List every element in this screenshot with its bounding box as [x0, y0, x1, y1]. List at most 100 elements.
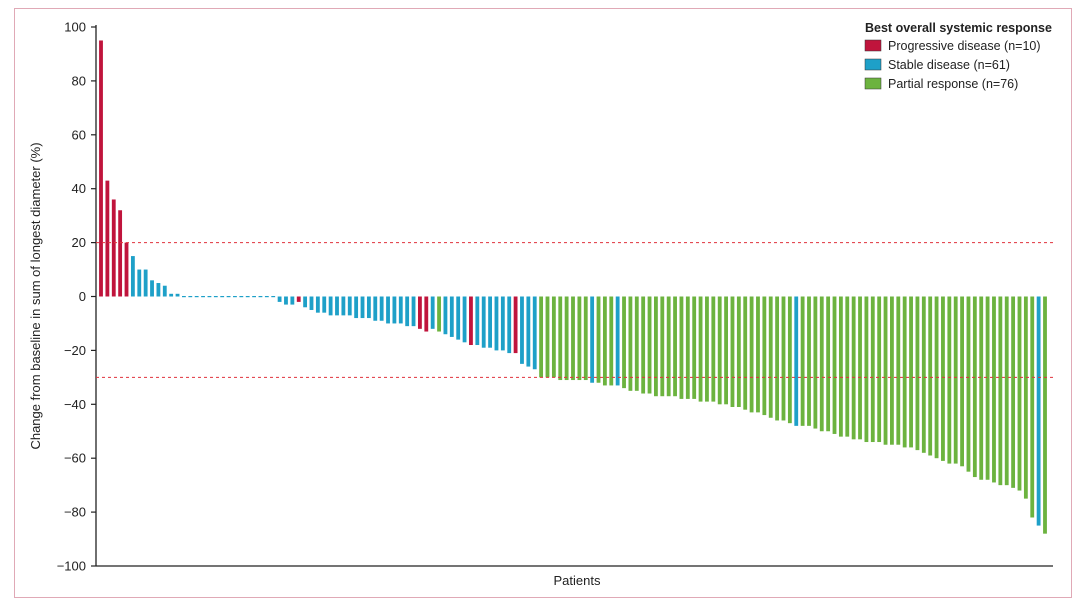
- y-tick-label: 40: [72, 181, 86, 196]
- bar: [551, 296, 556, 378]
- bar: [596, 296, 601, 383]
- legend-swatch-progressive: [864, 39, 882, 52]
- bar: [424, 296, 429, 332]
- bar: [717, 296, 722, 405]
- bar: [571, 296, 575, 381]
- bar: [354, 296, 359, 319]
- bar-zero: [207, 296, 212, 298]
- bar: [705, 296, 709, 402]
- bar-zero: [201, 296, 205, 298]
- bar: [851, 296, 856, 440]
- bar: [998, 296, 1003, 486]
- bar: [137, 269, 142, 297]
- bar: [392, 296, 397, 324]
- bar: [698, 296, 703, 402]
- bar: [315, 296, 320, 313]
- legend-title: Best overall systemic response: [865, 21, 1052, 35]
- bar: [296, 296, 301, 302]
- bar: [877, 296, 882, 443]
- legend: Best overall systemic response Progressi…: [864, 21, 1052, 91]
- bar: [615, 296, 620, 386]
- bar: [564, 296, 569, 381]
- legend-label-stable: Stable disease (n=61): [888, 58, 1010, 72]
- bar: [870, 296, 875, 443]
- bar: [960, 296, 964, 467]
- bar: [379, 296, 384, 321]
- bar: [1036, 296, 1041, 526]
- bar-zero: [220, 296, 225, 298]
- bar: [481, 296, 486, 348]
- bar: [590, 296, 595, 383]
- bar: [430, 296, 435, 329]
- bar: [558, 296, 563, 381]
- bar: [679, 296, 684, 399]
- bar: [405, 296, 410, 327]
- bar: [794, 296, 799, 426]
- legend-label-partial: Partial response (n=76): [888, 77, 1018, 91]
- bar: [883, 296, 888, 445]
- bar: [347, 296, 352, 316]
- legend-swatch-partial: [864, 77, 882, 90]
- bar: [775, 296, 780, 421]
- bar: [979, 296, 984, 480]
- bar: [749, 296, 754, 413]
- bar: [507, 296, 512, 354]
- bar: [756, 296, 760, 413]
- bar: [609, 296, 614, 386]
- bar: [768, 296, 773, 418]
- bar: [500, 296, 505, 351]
- y-tick-label: 80: [72, 73, 86, 88]
- bar: [386, 296, 390, 324]
- bar: [896, 296, 901, 445]
- y-tick-label: −80: [64, 505, 86, 520]
- bar: [685, 296, 690, 399]
- figure-frame: [14, 8, 1072, 598]
- bar: [111, 199, 116, 297]
- bar: [1030, 296, 1035, 518]
- bar: [418, 296, 422, 329]
- legend-swatch-stable: [864, 58, 882, 71]
- bar: [398, 296, 403, 324]
- bar: [456, 296, 461, 340]
- bar: [781, 296, 786, 421]
- bar: [539, 296, 544, 378]
- bar: [654, 296, 658, 397]
- bar: [762, 296, 767, 416]
- bar: [341, 296, 346, 316]
- bar: [641, 296, 646, 394]
- bar-zero: [239, 296, 244, 298]
- y-tick-label: 60: [72, 127, 86, 142]
- bar-zero: [271, 296, 276, 298]
- bar: [105, 180, 110, 297]
- bar: [602, 296, 607, 386]
- bar: [475, 296, 480, 346]
- bar: [992, 296, 996, 483]
- bar: [277, 296, 282, 302]
- bars: [99, 40, 1047, 534]
- bar: [309, 296, 314, 310]
- bar-zero: [182, 296, 186, 298]
- bar: [366, 296, 371, 319]
- y-tick-label: 0: [79, 289, 86, 304]
- bar: [628, 296, 633, 391]
- bar: [577, 296, 582, 381]
- bar-zero: [194, 296, 199, 298]
- bar: [826, 296, 831, 432]
- bar: [730, 296, 735, 407]
- bar: [99, 40, 103, 297]
- y-tick-label: −100: [57, 559, 86, 574]
- bar: [1043, 296, 1047, 534]
- bar: [143, 269, 148, 297]
- bar: [532, 296, 537, 370]
- bar: [373, 296, 378, 321]
- bar: [947, 296, 952, 464]
- y-tick-label: −60: [64, 451, 86, 466]
- bar: [928, 296, 933, 456]
- y-axis-ticks: 100 80 60 40 20 0 −20 −40 −60 −80 −100: [57, 20, 96, 574]
- bar: [1004, 296, 1009, 486]
- bar: [118, 210, 123, 297]
- bar: [545, 296, 550, 378]
- bar: [711, 296, 716, 402]
- bar: [162, 285, 167, 297]
- bar: [488, 296, 492, 348]
